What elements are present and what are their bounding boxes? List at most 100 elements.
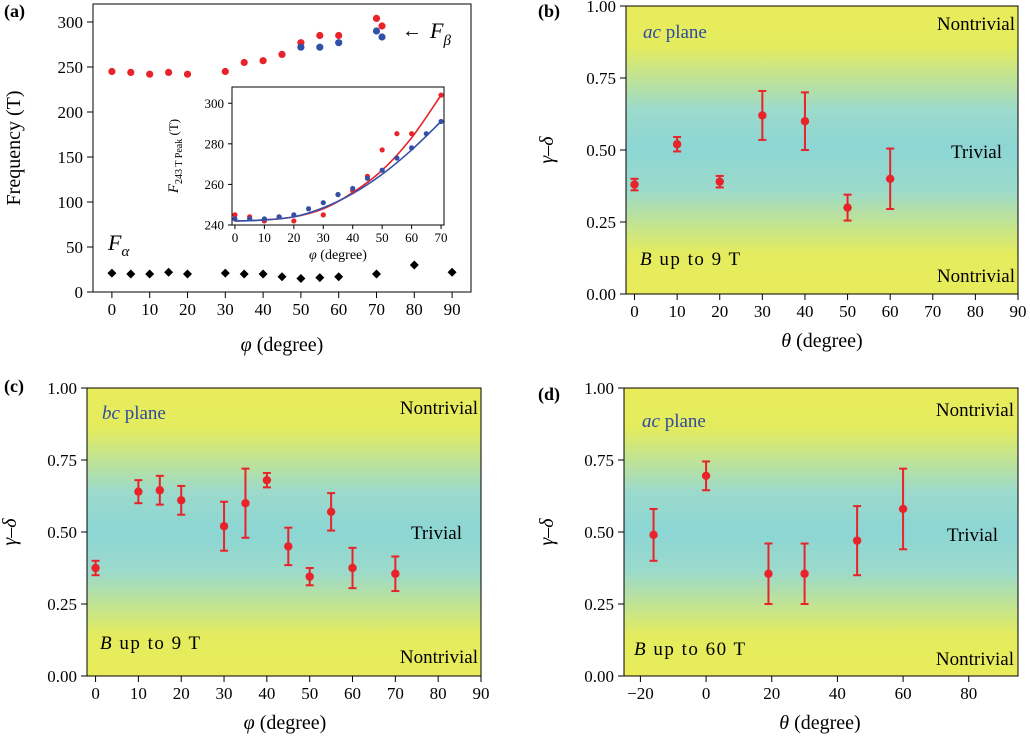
y-tick-label: 0.25 — [47, 595, 77, 614]
data-point — [241, 499, 250, 508]
panel-b: (b) 0.00 0.25 0.50 0.75 1.00 0 10 20 30 40 50 60 70… — [536, 0, 1027, 352]
y-tick-label: 50 — [66, 238, 83, 257]
panel-d-plane: ac plane — [642, 411, 706, 432]
inset-blue-point — [438, 118, 444, 125]
panel-a-inset: 240 260 280 300 0 10 20 30 40 50 60 70 F243 T Peak… — [166, 86, 448, 263]
y-tick-label: 0.50 — [584, 523, 614, 542]
panel-d-x-ticks: −20 0 20 40 60 80 — [627, 676, 977, 703]
y-tick-label: 1.00 — [586, 0, 616, 16]
panel-c-plane: bc plane — [102, 403, 166, 424]
panel-b-plane-rest: plane — [661, 22, 707, 43]
f-beta-red-point — [335, 31, 343, 40]
y-tick-label: 260 — [205, 177, 225, 192]
data-point — [898, 504, 908, 514]
panel-a-label: (a) — [4, 1, 25, 22]
panel-c-mid-label: Trivial — [411, 523, 462, 544]
inset-red-point — [320, 212, 326, 218]
panel-b-y-ticks: 0.00 0.25 0.50 0.75 1.00 — [586, 0, 626, 304]
x-tick-label: 30 — [217, 300, 234, 319]
panel-c-x-sym: φ — [244, 712, 255, 734]
inset-red-point — [409, 131, 415, 137]
y-tick-label: 0.50 — [47, 523, 77, 542]
x-tick-label: 80 — [960, 684, 977, 703]
inset-x-sym: φ — [309, 248, 317, 263]
f-beta-red-point — [316, 31, 324, 40]
panel-a-x-label: φ (degree) — [241, 334, 324, 356]
inset-y-ticks: 240 260 280 300 — [205, 96, 232, 233]
y-tick-label: 0.00 — [47, 667, 77, 686]
inset-blue-point — [350, 185, 356, 192]
inset-blue-point — [409, 145, 415, 151]
x-tick-label: 50 — [292, 300, 309, 319]
y-tick-label: 100 — [58, 193, 84, 212]
inset-blue-point — [320, 200, 326, 206]
data-point — [134, 487, 143, 496]
panel-a-x-ticks: 0 10 20 30 40 50 60 70 80 90 — [108, 292, 461, 319]
panel-b-frame — [625, 5, 1019, 295]
panel-c-field-text: up to 9 T — [113, 633, 202, 654]
panel-d-field-text: up to 60 T — [647, 639, 747, 660]
panel-c-y-label: γ–δ — [0, 518, 21, 546]
x-tick-label: 60 — [405, 230, 418, 245]
f-alpha-point — [315, 273, 325, 283]
inset-blue-point — [232, 216, 238, 222]
inset-y-label: F243 T Peak (T) — [166, 119, 185, 194]
data-point — [219, 522, 229, 531]
x-tick-label: 40 — [346, 230, 359, 245]
data-point — [177, 496, 186, 505]
data-point — [649, 530, 658, 540]
panel-c-x-label: φ (degree) — [244, 712, 327, 734]
y-tick-label: 150 — [58, 148, 84, 167]
panel-c-plane-rest: plane — [120, 403, 166, 424]
inset-frame — [231, 86, 445, 226]
data-point — [91, 563, 100, 573]
f-beta-label: Fβ — [429, 18, 451, 49]
x-tick-label: 80 — [967, 302, 984, 321]
x-tick-label: 0 — [91, 684, 100, 703]
panel-d-mid-label: Trivial — [947, 525, 998, 546]
f-beta-blue-point — [335, 39, 343, 47]
f-beta-key-blue — [378, 33, 386, 41]
inset-red-point — [394, 131, 400, 137]
panel-c-points — [91, 467, 400, 593]
panel-a-points — [107, 14, 457, 283]
y-tick-label: 0.25 — [586, 213, 616, 232]
panel-c-y-ticks: 0.00 0.25 0.50 0.75 1.00 — [47, 379, 87, 686]
panel-d-x-label: θ (degree) — [779, 712, 860, 734]
panel-d-top-label: Nontrivial — [936, 400, 1014, 421]
y-tick-label: 0.50 — [586, 141, 616, 160]
panel-c-x-unit: (degree) — [260, 712, 327, 734]
panel-d-field-sym: B — [634, 639, 647, 660]
f-beta-key-red — [378, 22, 386, 30]
inset-blue-point — [364, 175, 371, 181]
panel-b-x-ticks: 0 10 20 30 40 50 60 70 80 90 — [630, 294, 1027, 321]
panel-d-y-ticks: 0.00 0.25 0.50 0.75 1.00 — [584, 379, 624, 686]
f-alpha-sub: α — [121, 244, 130, 260]
f-alpha-point — [409, 260, 419, 270]
x-tick-label: 20 — [763, 684, 780, 703]
panel-a-x-sym: φ — [241, 334, 252, 356]
x-tick-label: 90 — [444, 300, 461, 319]
panel-d-field: B up to 60 T — [634, 639, 747, 660]
inset-red-point — [291, 218, 297, 224]
y-tick-label: 1.00 — [584, 379, 614, 398]
panel-d: (d) 0.00 0.25 0.50 0.75 1.00 −20 0 20 40 60 80 γ–… — [536, 379, 1019, 734]
f-beta-sub: β — [442, 33, 451, 49]
y-tick-label: 0.75 — [47, 451, 77, 470]
f-alpha-point — [334, 272, 344, 282]
panel-c-bottom-label: Nontrivial — [400, 647, 478, 668]
x-tick-label: 70 — [387, 684, 404, 703]
f-alpha-point — [239, 269, 249, 279]
f-beta-blue-point — [297, 43, 305, 51]
data-point — [262, 475, 272, 485]
y-tick-label: 240 — [205, 218, 225, 233]
f-alpha-point — [296, 274, 306, 283]
data-point — [843, 203, 852, 212]
panel-b-y-label: γ–δ — [536, 136, 558, 164]
y-tick-label: 0.00 — [586, 285, 616, 304]
blue-fit-curve — [234, 120, 442, 222]
x-tick-label: 50 — [376, 230, 389, 245]
x-tick-label: 90 — [473, 684, 490, 703]
inset-blue-point — [305, 206, 312, 212]
